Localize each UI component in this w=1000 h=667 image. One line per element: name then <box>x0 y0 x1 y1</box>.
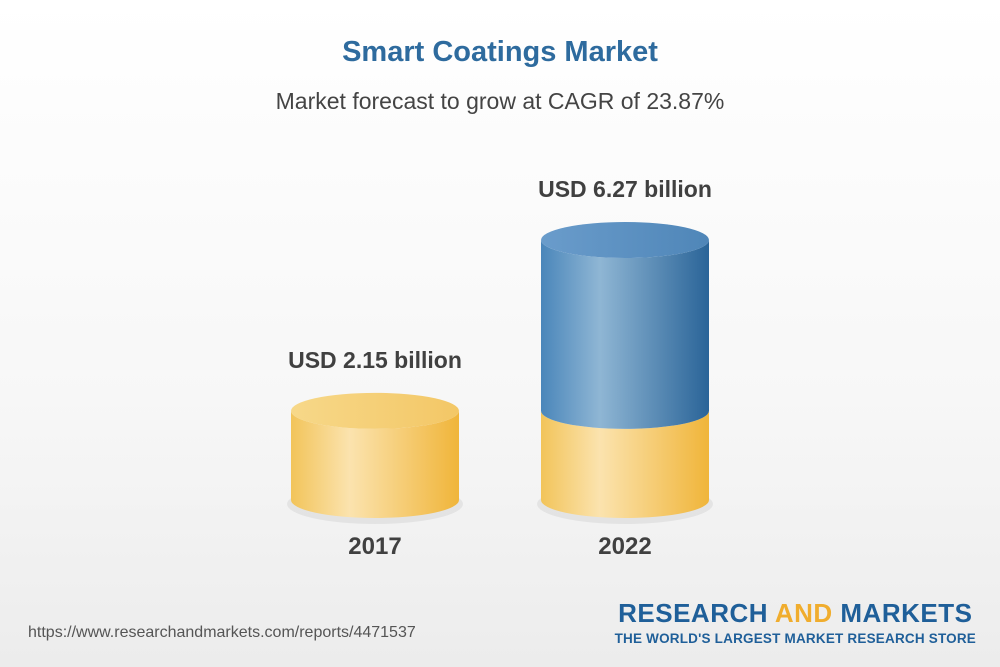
brand-word-markets: MARKETS <box>840 598 973 628</box>
brand-word-research: RESEARCH <box>618 598 769 628</box>
category-label: 2022 <box>598 533 651 560</box>
brand-logo: RESEARCH AND MARKETS THE WORLD'S LARGEST… <box>615 598 976 646</box>
source-url[interactable]: https://www.researchandmarkets.com/repor… <box>28 624 416 641</box>
category-label: 2017 <box>348 533 401 560</box>
bar-value-label: USD 6.27 billion <box>538 176 712 202</box>
bar-top-cap <box>541 222 709 258</box>
chart-title: Smart Coatings Market <box>342 36 658 68</box>
bar-base-segment <box>541 410 709 518</box>
bar-base-segment <box>291 410 459 518</box>
bar-growth-segment <box>541 240 709 429</box>
brand-word-and: AND <box>774 598 833 628</box>
brand-tagline: THE WORLD'S LARGEST MARKET RESEARCH STOR… <box>614 631 976 646</box>
bar-top-cap <box>291 392 459 429</box>
bar-value-label: USD 2.15 billion <box>288 347 462 373</box>
chart-subtitle: Market forecast to grow at CAGR of 23.87… <box>275 88 725 114</box>
